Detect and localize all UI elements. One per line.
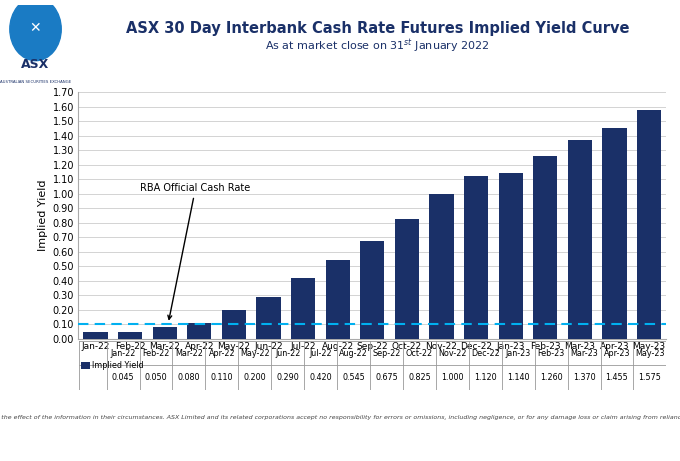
Text: 0.050: 0.050 <box>145 373 167 382</box>
Circle shape <box>10 0 61 61</box>
Text: Oct-22: Oct-22 <box>406 349 433 358</box>
Text: Implied Yield: Implied Yield <box>92 361 144 370</box>
Text: Nov-22: Nov-22 <box>438 349 466 358</box>
Text: 0.420: 0.420 <box>309 373 332 382</box>
Text: 1.575: 1.575 <box>639 373 662 382</box>
Text: 0.045: 0.045 <box>112 373 135 382</box>
Bar <box>256 297 281 339</box>
Bar <box>222 310 246 339</box>
Bar <box>326 260 350 339</box>
Text: 0.110: 0.110 <box>211 373 233 382</box>
Text: 0.825: 0.825 <box>408 373 431 382</box>
Text: May-22: May-22 <box>240 349 269 358</box>
Bar <box>291 278 316 339</box>
Text: ✕: ✕ <box>30 21 41 35</box>
Bar <box>118 331 142 339</box>
Text: 0.290: 0.290 <box>276 373 299 382</box>
Text: 1.455: 1.455 <box>606 373 628 382</box>
Text: RBA Official Cash Rate: RBA Official Cash Rate <box>141 183 251 319</box>
Text: Jul-22: Jul-22 <box>309 349 332 358</box>
Text: Apr-22: Apr-22 <box>209 349 235 358</box>
Text: 0.200: 0.200 <box>243 373 266 382</box>
Text: Mar-22: Mar-22 <box>175 349 203 358</box>
Text: Sep-22: Sep-22 <box>373 349 401 358</box>
Text: Dec-22: Dec-22 <box>471 349 500 358</box>
Text: Mar-23: Mar-23 <box>571 349 598 358</box>
Text: Jan-23: Jan-23 <box>506 349 531 358</box>
Text: 1.000: 1.000 <box>441 373 464 382</box>
Text: ASX 30 Day Interbank Cash Rate Futures Implied Yield Curve: ASX 30 Day Interbank Cash Rate Futures I… <box>126 21 629 36</box>
Text: 0.675: 0.675 <box>375 373 398 382</box>
Text: 1.260: 1.260 <box>540 373 562 382</box>
Text: ASX: ASX <box>21 58 50 71</box>
Bar <box>637 110 661 339</box>
Bar <box>81 362 90 369</box>
Text: Aug-22: Aug-22 <box>339 349 368 358</box>
Bar <box>395 219 419 339</box>
Bar <box>187 323 211 339</box>
Text: Feb-22: Feb-22 <box>142 349 170 358</box>
Text: 0.545: 0.545 <box>342 373 365 382</box>
Text: AUSTRALIAN SECURITIES EXCHANGE: AUSTRALIAN SECURITIES EXCHANGE <box>0 80 71 84</box>
Bar <box>152 327 177 339</box>
Text: 1.140: 1.140 <box>507 373 530 382</box>
Text: As at market close on 31$^{st}$ January 2022: As at market close on 31$^{st}$ January … <box>265 38 490 55</box>
Text: 1.120: 1.120 <box>474 373 496 382</box>
Y-axis label: Implied Yield: Implied Yield <box>38 180 48 251</box>
Bar <box>602 128 626 339</box>
Text: This document provides general information and is indicative only. It is not inv: This document provides general informati… <box>0 415 680 420</box>
Text: 0.080: 0.080 <box>177 373 200 382</box>
Text: Jun-22: Jun-22 <box>275 349 301 358</box>
Bar <box>360 241 384 339</box>
Text: 1.370: 1.370 <box>573 373 596 382</box>
Bar <box>84 332 107 339</box>
Text: Jan-22: Jan-22 <box>110 349 136 358</box>
Bar <box>533 156 558 339</box>
Bar <box>498 173 523 339</box>
Text: Apr-23: Apr-23 <box>604 349 630 358</box>
Text: Feb-23: Feb-23 <box>537 349 565 358</box>
Text: May-23: May-23 <box>635 349 664 358</box>
Bar <box>464 177 488 339</box>
Bar <box>429 194 454 339</box>
Bar <box>568 140 592 339</box>
